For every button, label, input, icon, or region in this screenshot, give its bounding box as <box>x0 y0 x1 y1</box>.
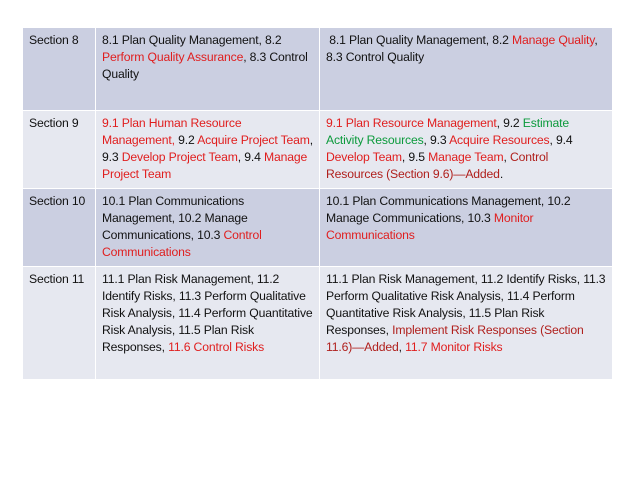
section-label: Section 10 <box>22 188 96 267</box>
section-label: Section 11 <box>22 266 96 380</box>
old-processes-cell: 10.1 Plan Communications Management, 10.… <box>95 188 320 267</box>
section-comparison-table: Section 8 8.1 Plan Quality Management, 8… <box>22 27 613 380</box>
new-processes-cell: 11.1 Plan Risk Management, 11.2 Identify… <box>319 266 613 380</box>
old-processes-cell: 9.1 Plan Human Resource Management, 9.2 … <box>95 110 320 189</box>
table-row-section-10: Section 10 10.1 Plan Communications Mana… <box>22 188 613 267</box>
process-text: 9.2 <box>178 133 198 147</box>
process-text: , 8.3 Control Quality <box>102 50 311 81</box>
process-text: 11.1 Plan Risk Management, 11.2 Identify… <box>102 272 316 354</box>
changed-process-text: 11.7 Monitor Risks <box>405 340 503 354</box>
old-processes-cell: 8.1 Plan Quality Management, 8.2 Perform… <box>95 27 320 111</box>
table-row-section-9: Section 9 9.1 Plan Human Resource Manage… <box>22 110 613 189</box>
changed-process-text: Acquire Resources <box>449 133 550 147</box>
process-text: , 9.3 <box>423 133 450 147</box>
process-text: , 9.5 <box>401 150 429 164</box>
process-text: 10.1 Plan Communications Management, 10.… <box>326 194 574 225</box>
changed-process-text: Develop Project Team <box>121 150 238 164</box>
new-processes-cell: 8.1 Plan Quality Management, 8.2 Manage … <box>319 27 613 111</box>
changed-process-text: Control Communications <box>102 228 265 259</box>
process-text: 11.1 Plan Risk Management, 11.2 Identify… <box>326 272 609 337</box>
process-text: 8.1 Plan Quality Management, 8.2 <box>102 33 285 47</box>
changed-process-text: 9.1 Plan Human Resource Management, <box>102 116 245 147</box>
process-text: . <box>499 167 504 181</box>
process-text: , 9.2 <box>496 116 523 130</box>
added-process-text: Control Resources (Section 9.6)—Added <box>326 150 552 181</box>
table-row-section-8: Section 8 8.1 Plan Quality Management, 8… <box>22 27 613 111</box>
added-process-text: Implement Risk Responses (Section 11.6)—… <box>326 323 587 354</box>
changed-process-text: Monitor Communications <box>326 211 537 242</box>
section-label: Section 8 <box>22 27 96 111</box>
changed-process-text: Manage Project Team <box>102 150 311 181</box>
process-text: , <box>398 340 406 354</box>
changed-process-text: 11.6 Control Risks <box>168 340 265 354</box>
process-text: , 9.4 <box>237 150 264 164</box>
changed-process-text: 9.1 Plan Resource Management <box>326 116 497 130</box>
old-processes-cell: 11.1 Plan Risk Management, 11.2 Identify… <box>95 266 320 380</box>
changed-process-text: Perform Quality Assurance <box>102 50 244 64</box>
new-process-text: Estimate Activity Resources <box>326 116 572 147</box>
process-text: , 8.3 Control Quality <box>326 33 601 64</box>
changed-process-text: Acquire Project Team <box>197 133 310 147</box>
process-text: 8.1 Plan Quality Management, 8.2 <box>326 33 512 47</box>
changed-process-text: Manage Quality <box>511 33 595 47</box>
new-processes-cell: 10.1 Plan Communications Management, 10.… <box>319 188 613 267</box>
new-processes-cell: 9.1 Plan Resource Management, 9.2 Estima… <box>319 110 613 189</box>
process-text: , <box>503 150 510 164</box>
process-text: , 9.4 <box>549 133 576 147</box>
table-row-section-11: Section 11 11.1 Plan Risk Management, 11… <box>22 266 613 380</box>
process-text: , 9.3 <box>102 133 317 164</box>
changed-process-text: Develop Team <box>326 150 402 164</box>
changed-process-text: Manage Team <box>428 150 504 164</box>
process-text: 10.1 Plan Communications Management, 10.… <box>102 194 251 242</box>
section-label: Section 9 <box>22 110 96 189</box>
